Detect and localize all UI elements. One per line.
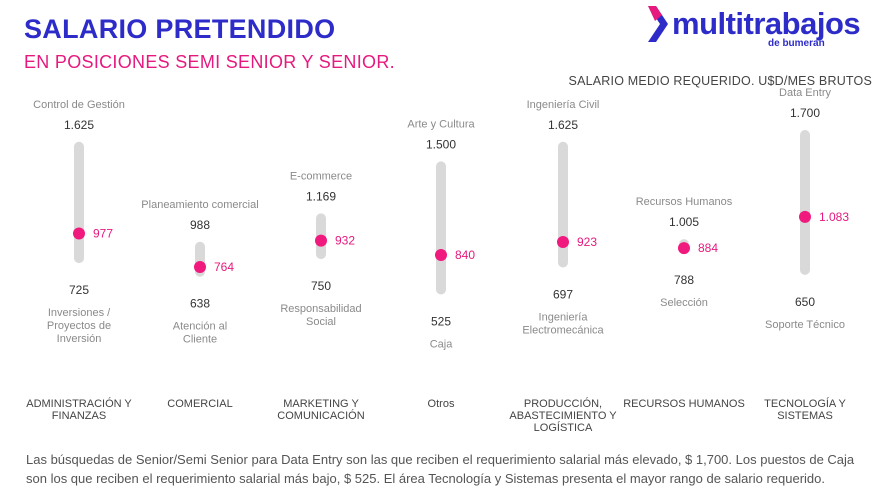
mean-point: [435, 249, 447, 262]
max-role-label: Data Entry: [779, 87, 831, 99]
category-label: LOGÍSTICA: [534, 421, 593, 434]
category-label: SISTEMAS: [777, 410, 833, 422]
mean-value-label: 840: [455, 248, 475, 262]
min-role-label: Responsabilidad: [280, 303, 361, 315]
category-label: TECNOLOGÍA Y: [764, 397, 846, 410]
max-role-label: Recursos Humanos: [636, 196, 733, 208]
category-label: COMERCIAL: [167, 398, 232, 410]
category-label: COMUNICACIÓN: [277, 409, 364, 422]
chart-title: SALARIO MEDIO REQUERIDO. U$D/MES BRUTOS: [568, 74, 872, 88]
footnote: Las búsquedas de Senior/Semi Senior para…: [26, 452, 855, 486]
range-bar: [558, 141, 568, 268]
category-label: Otros: [428, 398, 455, 410]
mean-point: [73, 227, 85, 240]
min-role-label: Ingeniería: [539, 311, 589, 323]
logo-subtext: de bumeran: [768, 38, 825, 49]
max-role-label: Control de Gestión: [33, 99, 125, 111]
category-label: FINANZAS: [52, 410, 106, 422]
category-label: ADMINISTRACIÓN Y: [26, 397, 132, 410]
mean-value-label: 764: [214, 260, 234, 274]
mean-point: [799, 210, 811, 223]
category-label: PRODUCCIÓN,: [524, 397, 602, 410]
mean-point: [315, 234, 327, 247]
min-value-label: 788: [674, 273, 694, 287]
min-value-label: 697: [553, 287, 573, 301]
category-label: ABASTECIMIENTO Y: [509, 410, 617, 422]
brand-logo[interactable]: multitrabajos de bumeran: [646, 4, 876, 52]
range-bar: [800, 130, 810, 275]
category-label: MARKETING Y: [283, 398, 359, 410]
salary-range-chart: Control de Gestión 1.625 977 725 Inversiones…: [26, 87, 849, 434]
min-role-label: Selección: [660, 297, 708, 309]
mean-point: [194, 260, 206, 273]
mean-point: [678, 242, 690, 255]
min-role-label: Cliente: [183, 334, 217, 346]
min-value-label: 525: [431, 314, 451, 328]
logo-wordmark: multitrabajos: [672, 6, 861, 41]
max-value-label: 1.500: [426, 137, 456, 151]
min-role-label: Social: [306, 316, 336, 328]
min-role-label: Caja: [430, 338, 454, 350]
mean-value-label: 923: [577, 235, 597, 249]
min-role-label: Proyectos de: [47, 320, 111, 332]
mean-point: [557, 235, 569, 248]
range-bar: [436, 161, 446, 295]
min-role-label: Electromecánica: [522, 324, 604, 336]
min-value-label: 725: [69, 283, 89, 297]
max-value-label: 988: [190, 218, 210, 232]
page-title: SALARIO PRETENDIDO: [24, 14, 336, 44]
max-value-label: 1.625: [548, 118, 578, 132]
max-value-label: 1.005: [669, 215, 699, 229]
max-role-label: Planeamiento comercial: [141, 199, 258, 211]
chevron-logo-icon: [648, 6, 668, 42]
min-role-label: Inversiones /: [48, 307, 111, 319]
page-subtitle: EN POSICIONES SEMI SENIOR Y SENIOR.: [24, 52, 395, 72]
min-value-label: 638: [190, 297, 210, 311]
min-value-label: 650: [795, 295, 815, 309]
min-role-label: Inversión: [57, 333, 102, 345]
min-role-label: Atención al: [173, 321, 227, 333]
min-role-label: Soporte Técnico: [765, 319, 845, 331]
mean-value-label: 1.083: [819, 210, 849, 224]
min-value-label: 750: [311, 279, 331, 293]
max-role-label: Ingeniería Civil: [527, 99, 600, 111]
range-bar: [74, 141, 84, 264]
mean-value-label: 977: [93, 227, 113, 241]
category-label: RECURSOS HUMANOS: [623, 398, 745, 410]
max-value-label: 1.700: [790, 106, 820, 120]
max-value-label: 1.625: [64, 118, 94, 132]
max-value-label: 1.169: [306, 189, 336, 203]
max-role-label: Arte y Cultura: [407, 118, 475, 130]
mean-value-label: 884: [698, 241, 718, 255]
mean-value-label: 932: [335, 234, 355, 248]
max-role-label: E-commerce: [290, 170, 352, 182]
